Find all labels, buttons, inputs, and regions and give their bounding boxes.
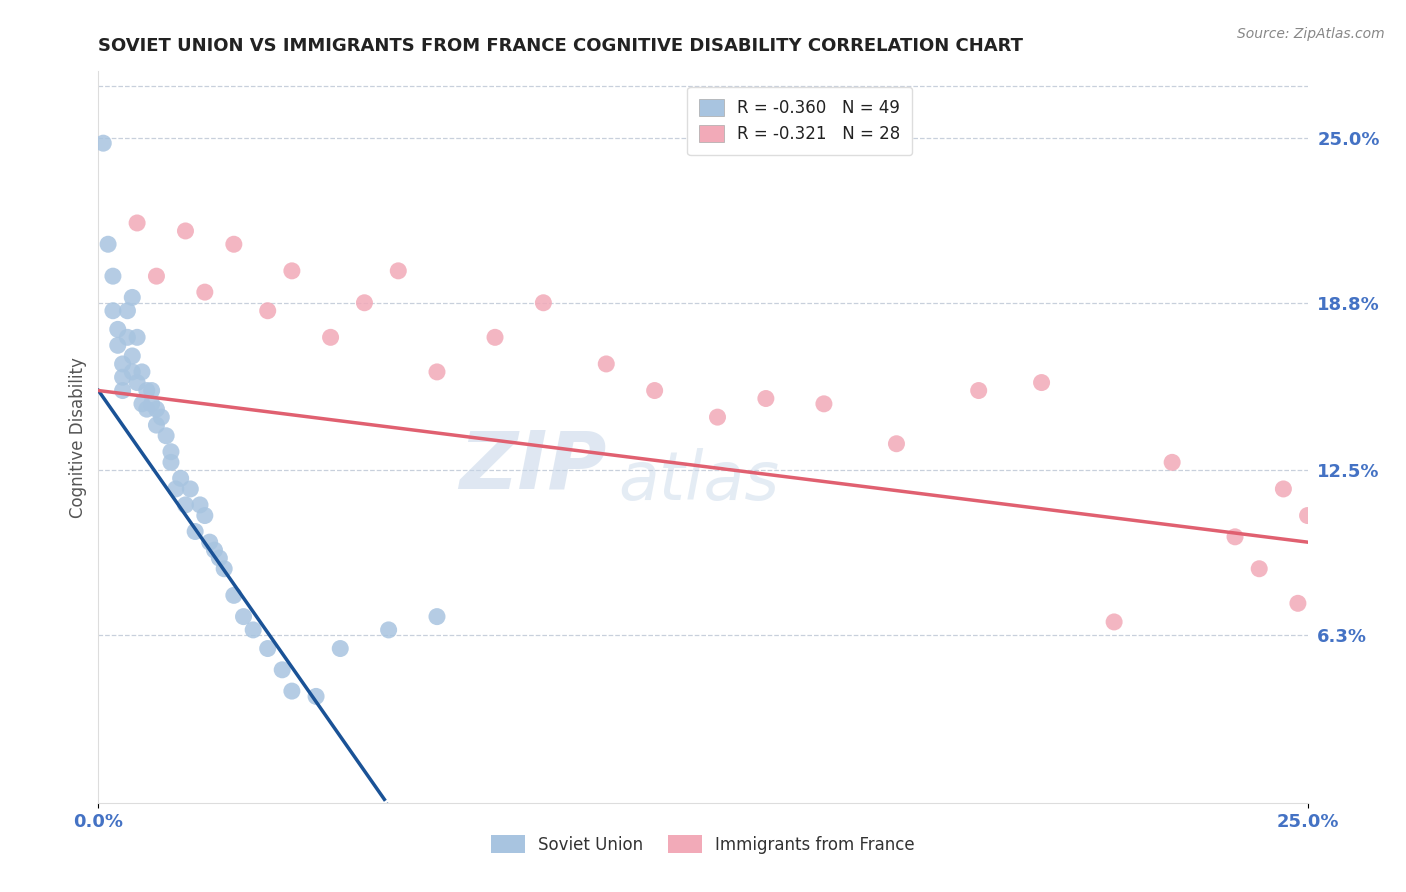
Point [121,290,143,304]
Point [145,402,167,417]
Point [281,684,304,698]
Point [145,269,167,284]
Point [305,690,328,704]
Point [595,357,617,371]
Point [121,349,143,363]
Point [135,384,157,398]
Point [194,508,217,523]
Point [256,303,278,318]
Point [127,216,149,230]
Point [531,295,554,310]
Point [184,524,207,539]
Point [377,623,399,637]
Point [111,370,134,384]
Point [1296,508,1319,523]
Point [188,498,211,512]
Point [91,136,114,151]
Point [353,295,375,310]
Point [160,455,183,469]
Point [155,429,177,443]
Point [1249,562,1271,576]
Point [813,397,835,411]
Point [256,641,278,656]
Point [212,562,235,576]
Point [1102,615,1125,629]
Point [117,303,139,318]
Point [101,303,124,318]
Point [426,365,449,379]
Point [97,237,120,252]
Point [281,264,304,278]
Point [174,498,197,512]
Point [755,392,778,406]
Point [967,384,990,398]
Point [222,237,245,252]
Point [141,397,163,411]
Point [204,543,226,558]
Point [232,609,254,624]
Point [426,609,449,624]
Point [145,418,167,433]
Point [141,384,163,398]
Point [117,330,139,344]
Point [319,330,342,344]
Point [484,330,506,344]
Point [131,365,153,379]
Point [150,410,173,425]
Point [169,471,191,485]
Point [174,224,197,238]
Y-axis label: Cognitive Disability: Cognitive Disability [69,357,87,517]
Point [1286,596,1309,610]
Point [329,641,352,656]
Legend: Soviet Union, Immigrants from France: Soviet Union, Immigrants from France [485,829,921,860]
Point [135,402,157,417]
Point [222,588,245,602]
Point [179,482,201,496]
Point [127,376,149,390]
Point [194,285,217,299]
Text: SOVIET UNION VS IMMIGRANTS FROM FRANCE COGNITIVE DISABILITY CORRELATION CHART: SOVIET UNION VS IMMIGRANTS FROM FRANCE C… [98,37,1024,54]
Point [107,322,129,336]
Point [131,397,153,411]
Point [644,384,666,398]
Point [886,436,908,450]
Point [111,357,134,371]
Point [387,264,409,278]
Point [1272,482,1295,496]
Point [127,330,149,344]
Point [242,623,264,637]
Point [198,535,221,549]
Text: ZIP: ZIP [458,427,606,506]
Point [165,482,187,496]
Point [121,365,143,379]
Point [107,338,129,352]
Text: atlas: atlas [619,448,779,514]
Point [706,410,728,425]
Point [1031,376,1053,390]
Point [1161,455,1184,469]
Text: Source: ZipAtlas.com: Source: ZipAtlas.com [1237,27,1385,41]
Point [101,269,124,284]
Point [160,444,183,458]
Point [111,384,134,398]
Point [1223,530,1246,544]
Point [271,663,294,677]
Point [208,551,231,566]
